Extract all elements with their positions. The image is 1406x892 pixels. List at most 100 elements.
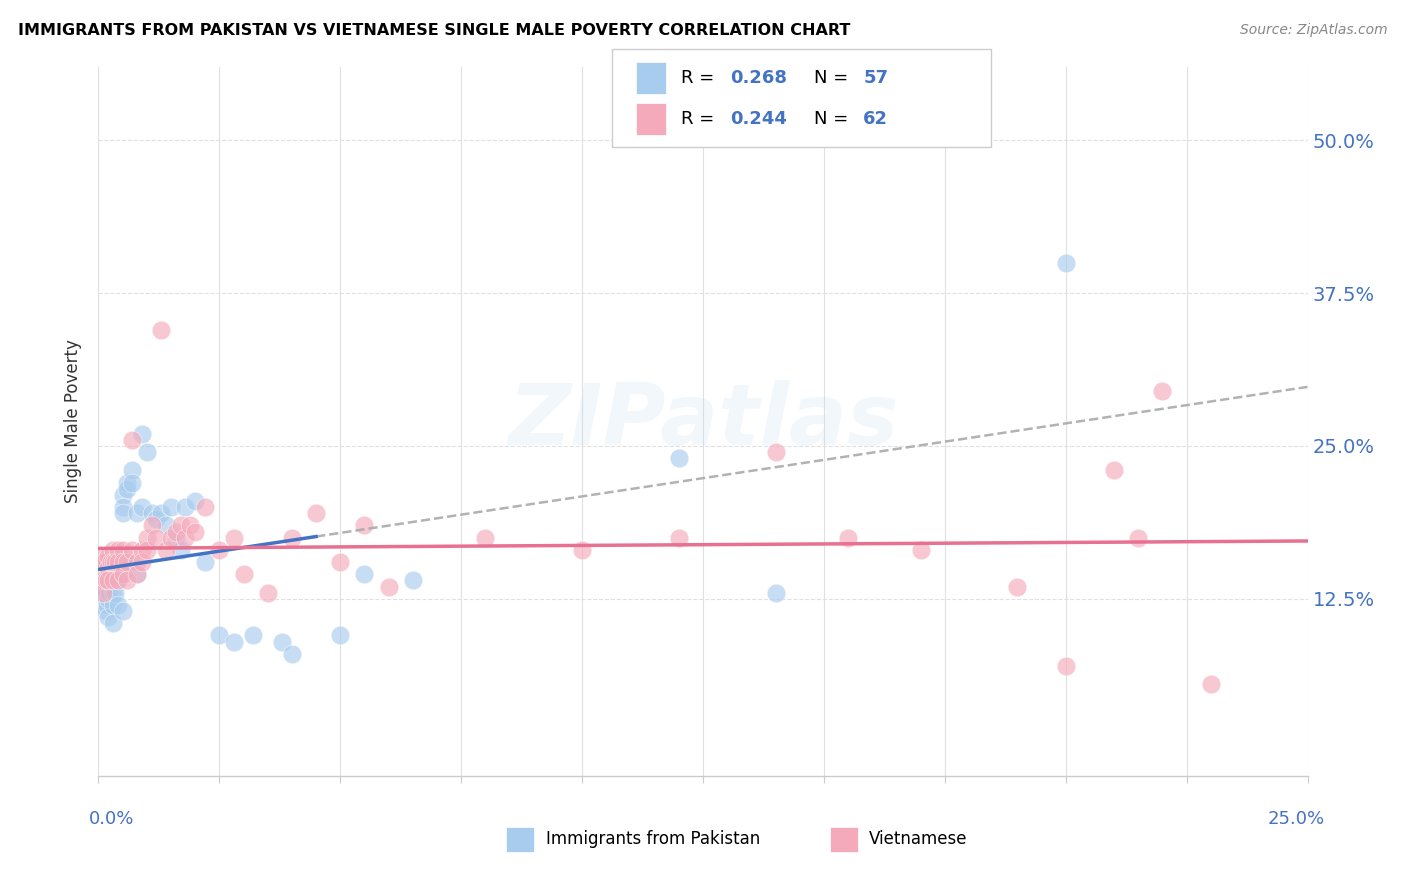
Point <box>91 549 114 563</box>
Point <box>121 475 143 490</box>
Point <box>101 567 124 582</box>
Point <box>131 542 153 557</box>
Point <box>131 555 153 569</box>
Point <box>145 512 167 526</box>
Point <box>94 574 117 588</box>
Text: 0.244: 0.244 <box>730 110 786 128</box>
Point <box>91 598 114 612</box>
Point <box>353 518 375 533</box>
Point <box>100 574 122 588</box>
Point <box>97 574 120 588</box>
Point <box>165 524 187 539</box>
Point <box>353 567 375 582</box>
Point <box>1054 659 1077 673</box>
Point <box>222 531 245 545</box>
Point <box>90 574 112 588</box>
Point <box>127 555 149 569</box>
Point <box>100 555 122 569</box>
Point <box>1007 580 1029 594</box>
Point <box>97 610 120 624</box>
Point <box>242 628 264 642</box>
Point <box>111 500 134 514</box>
Point <box>101 598 124 612</box>
Point <box>160 500 183 514</box>
Text: 57: 57 <box>863 69 889 87</box>
Point <box>150 323 173 337</box>
Point <box>281 647 304 661</box>
Point <box>329 628 352 642</box>
Point <box>121 542 143 557</box>
Text: N =: N = <box>814 110 853 128</box>
Point <box>111 567 134 582</box>
Text: Source: ZipAtlas.com: Source: ZipAtlas.com <box>1240 23 1388 37</box>
Point <box>107 574 129 588</box>
Point <box>145 531 167 545</box>
Point <box>91 585 114 599</box>
Point <box>90 585 112 599</box>
Point <box>208 628 231 642</box>
Point <box>104 585 127 599</box>
Text: R =: R = <box>681 69 720 87</box>
Text: 25.0%: 25.0% <box>1267 810 1324 828</box>
Point <box>93 580 115 594</box>
Text: N =: N = <box>814 69 853 87</box>
Point <box>107 574 129 588</box>
Point <box>1054 255 1077 269</box>
Point <box>1102 463 1125 477</box>
Point <box>305 506 328 520</box>
Point <box>377 580 399 594</box>
Point <box>107 555 129 569</box>
Point <box>94 604 117 618</box>
Point <box>208 542 231 557</box>
Point <box>104 555 127 569</box>
Point <box>141 506 163 520</box>
Point <box>108 567 131 582</box>
Point <box>174 531 197 545</box>
Point <box>97 574 120 588</box>
Point <box>474 531 496 545</box>
Point <box>101 555 124 569</box>
Point <box>121 555 143 569</box>
Point <box>98 585 121 599</box>
Point <box>111 604 134 618</box>
Text: 0.268: 0.268 <box>730 69 787 87</box>
Point <box>135 531 157 545</box>
Point <box>155 542 177 557</box>
Text: 62: 62 <box>863 110 889 128</box>
Point <box>101 616 124 631</box>
Point <box>111 488 134 502</box>
Point <box>194 555 217 569</box>
Point <box>121 433 143 447</box>
Text: IMMIGRANTS FROM PAKISTAN VS VIETNAMESE SINGLE MALE POVERTY CORRELATION CHART: IMMIGRANTS FROM PAKISTAN VS VIETNAMESE S… <box>18 23 851 38</box>
Point <box>1199 677 1222 691</box>
Text: R =: R = <box>681 110 720 128</box>
Point <box>668 451 690 466</box>
Point <box>93 555 115 569</box>
Point <box>90 555 112 569</box>
Point <box>169 518 191 533</box>
Point <box>232 567 254 582</box>
Point <box>117 482 139 496</box>
Point <box>101 574 124 588</box>
Point <box>765 585 787 599</box>
Point <box>571 542 593 557</box>
Point <box>131 500 153 514</box>
Point <box>1128 531 1150 545</box>
Point <box>141 518 163 533</box>
Point <box>90 574 112 588</box>
Point <box>402 574 425 588</box>
Point <box>1152 384 1174 398</box>
Point <box>179 518 201 533</box>
Point <box>668 531 690 545</box>
Point <box>97 591 120 606</box>
Point <box>94 585 117 599</box>
Point <box>107 542 129 557</box>
Point <box>184 494 207 508</box>
Point <box>765 445 787 459</box>
Point <box>135 542 157 557</box>
Point <box>174 500 197 514</box>
Point <box>169 542 191 557</box>
Point <box>96 598 118 612</box>
Point <box>160 531 183 545</box>
Point <box>101 542 124 557</box>
